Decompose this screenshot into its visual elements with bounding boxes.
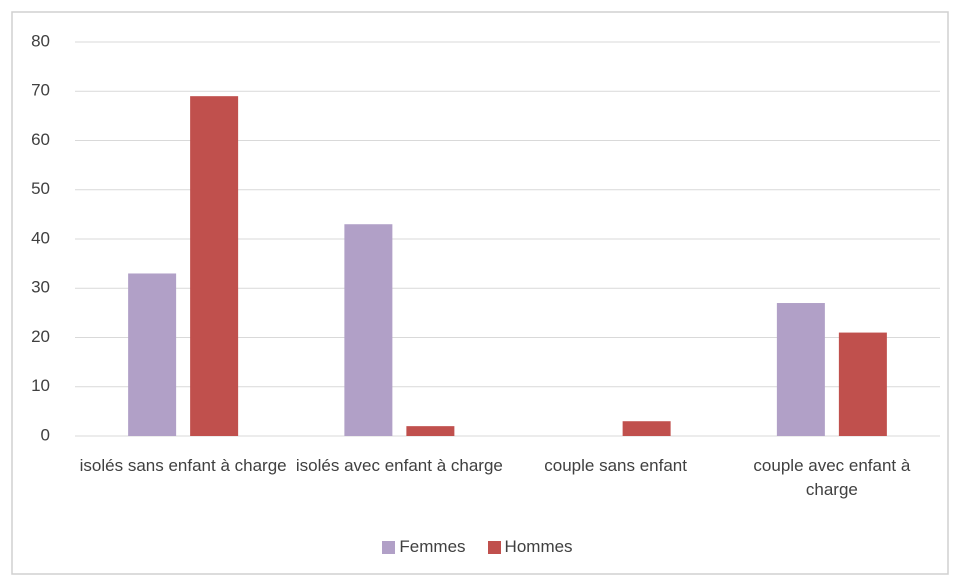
bar — [622, 421, 671, 436]
bar — [344, 224, 393, 436]
y-tick-label: 70 — [31, 81, 50, 100]
y-tick-label: 20 — [31, 327, 50, 346]
bar — [128, 273, 177, 436]
y-tick-label: 50 — [31, 179, 50, 198]
x-tick-label: couple sans enfant — [544, 456, 687, 475]
legend-label: Femmes — [399, 537, 466, 556]
bar — [406, 426, 455, 436]
y-tick-label: 10 — [31, 376, 50, 395]
legend: Femmes Hommes — [0, 537, 955, 557]
x-tick-label: isolés avec enfant à charge — [295, 456, 503, 475]
y-tick-label: 60 — [31, 130, 50, 149]
y-tick-label: 40 — [31, 228, 50, 247]
y-tick-label: 30 — [31, 278, 50, 297]
y-tick-label: 80 — [31, 31, 50, 50]
x-tick-label: couple avec enfant à charge — [753, 456, 911, 499]
x-tick-label: isolés sans enfant à charge — [79, 456, 287, 475]
legend-label: Hommes — [504, 537, 573, 556]
bar — [190, 96, 239, 437]
bar — [776, 303, 825, 436]
legend-item: Hommes — [487, 537, 573, 557]
legend-swatch — [487, 540, 501, 554]
legend-item: Femmes — [382, 537, 466, 557]
legend-swatch — [382, 540, 396, 554]
y-tick-label: 0 — [41, 425, 50, 444]
bar — [838, 332, 887, 436]
